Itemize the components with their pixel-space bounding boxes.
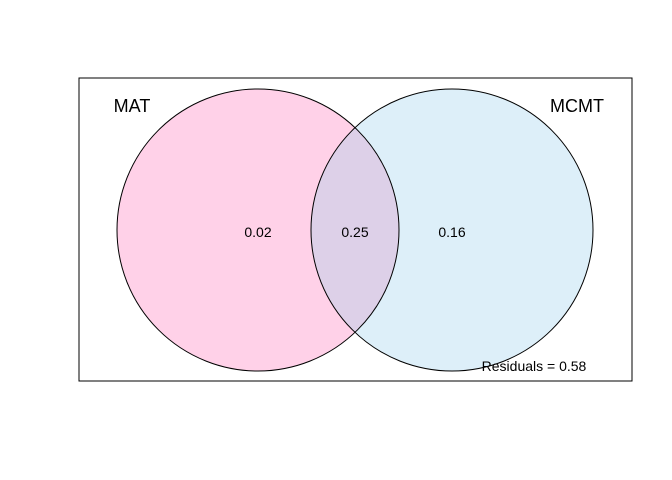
- mat-circle: [117, 89, 399, 371]
- mat-circle-outline: [116, 88, 400, 372]
- mcmt-label: MCMT: [550, 96, 604, 116]
- intersection-value: 0.25: [341, 224, 368, 240]
- diagram-frame: [78, 77, 633, 382]
- mat-label: MAT: [114, 96, 151, 116]
- residuals-label: Residuals = 0.58: [482, 358, 587, 374]
- mcmt-circle: [311, 89, 593, 371]
- left-only-value: 0.02: [244, 224, 271, 240]
- mcmt-circle-outline: [310, 88, 594, 372]
- right-only-value: 0.16: [438, 224, 465, 240]
